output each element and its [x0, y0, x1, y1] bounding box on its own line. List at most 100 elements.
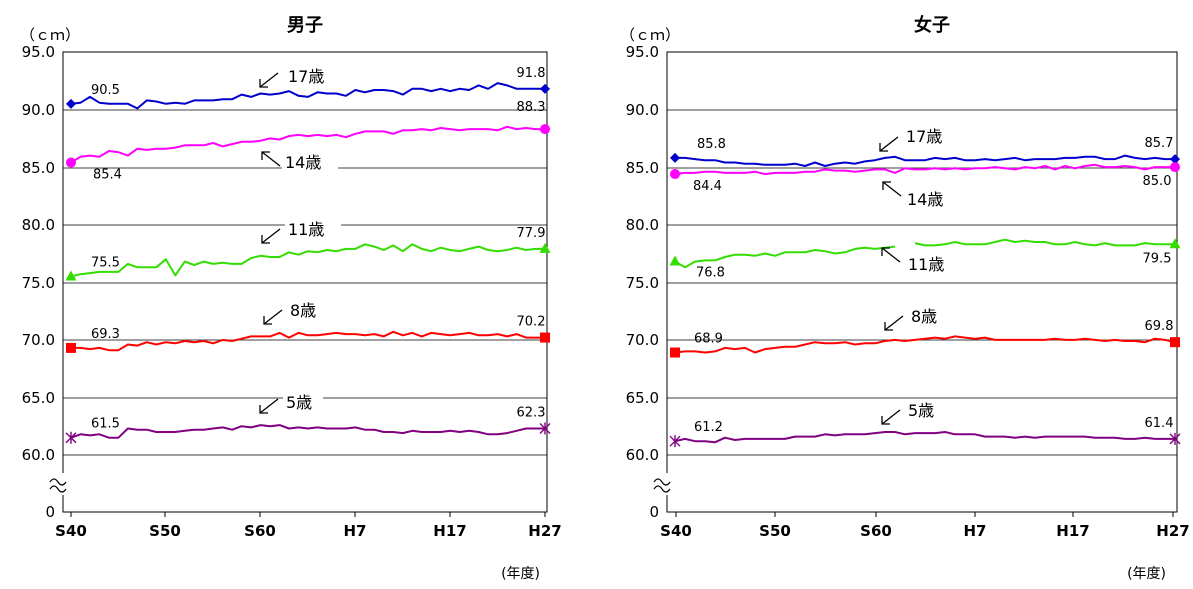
series-label: 8歳 [290, 301, 316, 320]
data-label: 69.3 [91, 327, 120, 342]
x-tick-label: S60 [244, 522, 276, 540]
series-line [914, 238, 1175, 247]
series-label: 14歳 [907, 190, 943, 209]
series-line [674, 245, 896, 269]
data-label: 90.5 [91, 83, 120, 98]
series-label: 8歳 [911, 307, 937, 326]
data-point-marker [1170, 162, 1180, 173]
series-label-bg [285, 220, 341, 240]
series-label-arrow [881, 247, 890, 256]
x-tick-label: S40 [55, 522, 87, 540]
series-label-arrow [261, 235, 270, 244]
series-line [71, 330, 545, 352]
x-tick-label: H7 [964, 522, 987, 540]
series-label-arrow [259, 79, 268, 88]
series-line [70, 424, 545, 439]
y-tick-label: 65.0 [626, 389, 659, 407]
x-axis-unit: (年度) [501, 566, 540, 582]
series-label-arrow [259, 72, 279, 88]
series-label-arrow [882, 181, 902, 197]
y-tick-label: 60.0 [22, 446, 55, 464]
x-tick-label: H17 [433, 522, 466, 540]
series-label-arrow [261, 151, 270, 160]
chart-title: 女子 [914, 14, 950, 36]
x-tick-label: H27 [528, 522, 561, 540]
data-label: 85.4 [93, 168, 122, 183]
series-line [70, 82, 545, 110]
series-label-bg [905, 255, 961, 275]
data-label: 62.3 [517, 406, 546, 421]
series-label: 17歳 [906, 127, 942, 146]
x-tick-label: S50 [149, 522, 181, 540]
y-tick-label: 80.0 [626, 216, 659, 234]
series-label-arrow [879, 136, 899, 152]
x-tick-label: S60 [860, 522, 892, 540]
series-label-arrow [881, 409, 901, 425]
series-label: 11歳 [908, 255, 944, 274]
y-axis-unit: （ｃｍ） [620, 26, 680, 44]
series-label: 11歳 [288, 220, 324, 239]
plot-area [666, 51, 1178, 513]
data-point-marker [670, 347, 680, 358]
chart-title: 男子 [287, 15, 323, 36]
data-point-marker [539, 242, 551, 253]
axis-break-mark [49, 485, 67, 493]
y-tick-label: 65.0 [22, 389, 55, 407]
series-label-arrow [881, 416, 890, 425]
y-tick-label: 60.0 [626, 446, 659, 464]
y-tick-label: 95.0 [626, 43, 659, 61]
series-label-arrow [263, 309, 283, 325]
series-label-arrow [879, 143, 888, 152]
x-axis-unit: (年度) [1127, 566, 1166, 582]
y-tick-label: 90.0 [22, 101, 55, 119]
series-label-arrow [259, 398, 279, 414]
data-point-marker [65, 270, 77, 281]
series-label-arrow [261, 228, 281, 244]
y-tick-label: 85.0 [626, 159, 659, 177]
series-line [675, 154, 1175, 167]
series-label-arrow [263, 316, 272, 325]
series-label-arrow [261, 151, 281, 167]
y-tick-label: 75.0 [22, 274, 55, 292]
data-point-marker [1169, 238, 1181, 249]
series-line [70, 125, 545, 164]
data-label: 75.5 [91, 256, 120, 271]
data-label: 76.8 [696, 266, 725, 281]
chart-panel: 0 60.0 65.0 70.0 75.0 80.0 85.0 90.0 95.0 S40 S50 S… [20, 15, 562, 582]
data-label: 77.9 [517, 226, 546, 241]
data-label: 85.8 [697, 137, 726, 152]
y-axis-unit: （ｃｍ） [20, 26, 80, 44]
data-point-marker [1170, 337, 1180, 348]
series-label: 17歳 [288, 67, 324, 86]
series-line [70, 243, 545, 278]
data-point-marker [1170, 154, 1180, 165]
axis-break-mark [49, 478, 67, 486]
series-line [674, 431, 1175, 444]
data-label: 91.8 [517, 66, 546, 81]
data-label: 68.9 [694, 332, 723, 347]
series-label-arrow [881, 247, 901, 263]
series-label-bg [285, 67, 341, 87]
x-tick-label: S40 [660, 522, 692, 540]
chart-panel: 0 60.0 65.0 70.0 75.0 80.0 85.0 90.0 95.0 S40 S50 S… [620, 14, 1190, 582]
x-tick-label: H17 [1056, 522, 1089, 540]
data-point-marker [66, 98, 76, 109]
data-label: 61.5 [91, 417, 120, 432]
data-label: 85.7 [1145, 136, 1174, 151]
data-point-marker [539, 422, 551, 435]
series-label-arrow [259, 405, 268, 414]
y-tick-label: 0 [649, 503, 659, 521]
series-label-bg [287, 301, 327, 321]
data-point-marker [66, 342, 76, 353]
series-label-bg [908, 307, 948, 327]
y-tick-label: 85.0 [22, 159, 55, 177]
series-label-bg [282, 153, 338, 173]
series-label-arrow [884, 315, 904, 331]
series-label-bg [904, 190, 960, 210]
series-label-arrow [882, 181, 891, 190]
series-label: 5歳 [286, 393, 312, 412]
data-point-marker [1169, 432, 1181, 445]
axis-break-mark [653, 485, 671, 493]
data-point-marker [670, 152, 680, 163]
